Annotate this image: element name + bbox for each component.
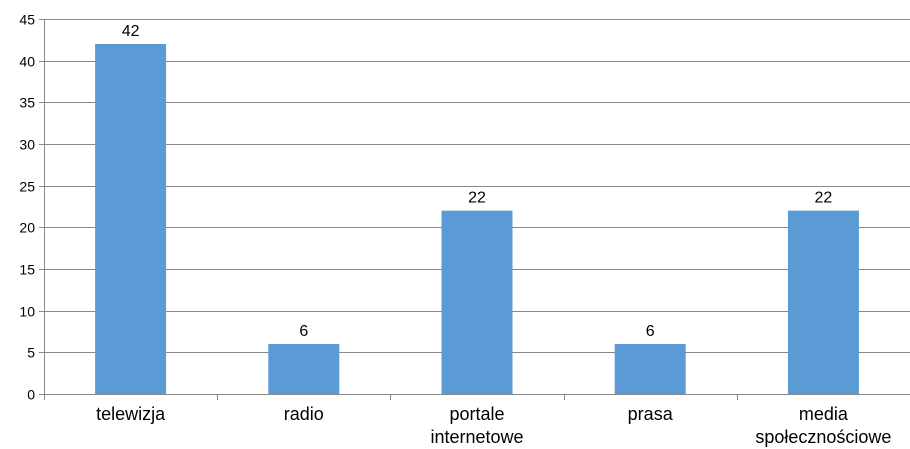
bar: [787, 210, 859, 394]
category-label: społecznościowe: [755, 427, 891, 447]
y-tick-label: 15: [19, 262, 35, 278]
category-label: portale: [449, 404, 504, 424]
y-tick-label: 45: [19, 12, 35, 28]
category-label: radio: [284, 404, 324, 424]
y-tick-label: 40: [19, 54, 35, 70]
data-label: 6: [646, 323, 655, 340]
data-label: 42: [122, 23, 140, 40]
y-tick-label: 30: [19, 137, 35, 153]
y-tick-label: 10: [19, 304, 35, 320]
axes: [39, 19, 910, 400]
data-label: 22: [815, 190, 833, 207]
y-tick-label: 0: [27, 387, 35, 403]
bars: [95, 44, 859, 394]
category-label: media: [799, 404, 849, 424]
data-label: 6: [299, 323, 308, 340]
category-label: internetowe: [430, 427, 523, 447]
y-tick-label: 35: [19, 95, 35, 111]
labels: 0 5 10 15 20 25 30 35 40 45 42 telewizja 6 radio 22 por…: [19, 12, 891, 448]
y-tick-label: 5: [27, 345, 35, 361]
y-tick-label: 20: [19, 220, 35, 236]
bar: [268, 344, 340, 394]
bar: [614, 344, 686, 394]
gridlines: [44, 19, 910, 353]
bar: [95, 44, 167, 394]
category-label: prasa: [628, 404, 674, 424]
category-label: telewizja: [96, 404, 166, 424]
y-tick-label: 25: [19, 179, 35, 195]
bar: [441, 210, 513, 394]
data-label: 22: [468, 190, 486, 207]
